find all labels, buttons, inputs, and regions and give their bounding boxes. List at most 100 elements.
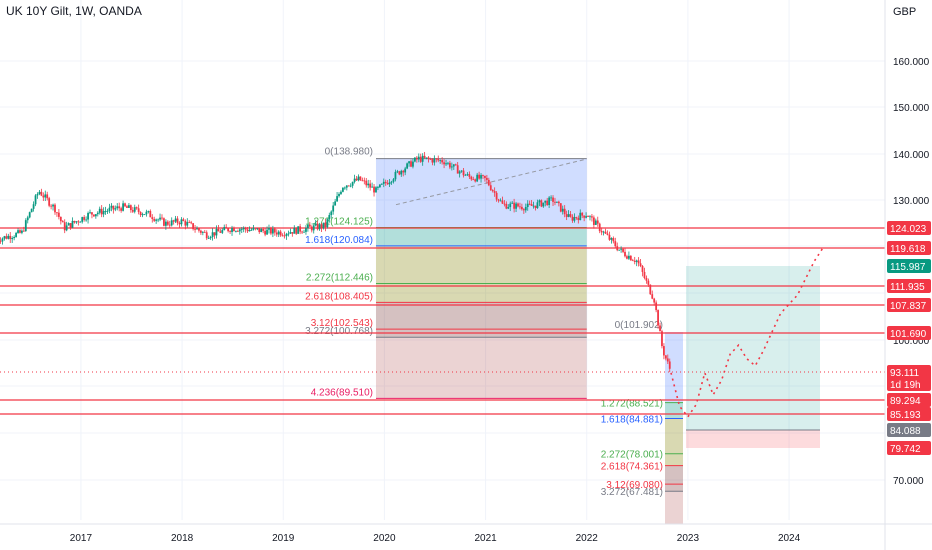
candle-body <box>365 180 368 186</box>
candle-body <box>161 217 163 219</box>
y-tick-label: 160.000 <box>893 57 930 68</box>
candle-body <box>178 222 181 225</box>
candle-body <box>622 248 624 252</box>
candle-body <box>92 214 95 217</box>
price-label-text: 93.111 <box>890 368 920 379</box>
candle-body <box>382 181 385 184</box>
candle-body <box>262 229 265 231</box>
candle-body <box>207 238 210 239</box>
candle-body <box>21 230 23 233</box>
candle-body <box>645 277 648 281</box>
candle-body <box>641 265 644 272</box>
candle-body <box>100 208 103 215</box>
candle-body <box>157 219 159 221</box>
candle-body <box>478 174 480 179</box>
candle-body <box>63 222 66 231</box>
price-label-text: 84.088 <box>890 426 921 437</box>
long-position-tool[interactable] <box>686 266 820 448</box>
candle-body <box>65 225 68 231</box>
candle-body <box>445 163 447 165</box>
candle-body <box>104 210 107 212</box>
x-tick-label: 2023 <box>677 533 700 544</box>
candle-body <box>540 200 543 207</box>
candle-body <box>503 203 506 205</box>
candle-body <box>661 331 663 347</box>
candle-body <box>50 205 53 207</box>
candle-body <box>594 220 597 225</box>
candle-body <box>408 161 410 164</box>
candle-body <box>618 249 621 251</box>
candle-body <box>532 205 535 207</box>
candle-body <box>429 158 432 160</box>
candle-body <box>505 203 508 209</box>
candle-body <box>126 206 128 208</box>
candle-body <box>73 220 76 223</box>
candle-body <box>501 200 504 204</box>
candle-body <box>303 231 305 233</box>
symbol-title: UK 10Y Gilt, 1W, OANDA <box>6 4 142 18</box>
candle-body <box>651 294 654 299</box>
price-label-bg <box>887 241 931 255</box>
candle-body <box>583 215 586 218</box>
candle-body <box>419 156 422 162</box>
candle-body <box>91 212 93 215</box>
candle-body <box>563 208 566 215</box>
candle-body <box>180 219 183 225</box>
candle-body <box>176 218 179 223</box>
candle-body <box>75 221 78 223</box>
candle-body <box>129 205 132 211</box>
candle-body <box>398 171 401 175</box>
candle-body <box>565 214 568 217</box>
candle-body <box>538 200 541 203</box>
x-tick-label: 2020 <box>373 533 396 544</box>
candle-body <box>515 203 517 209</box>
candle-body <box>620 248 623 250</box>
candle-body <box>334 201 337 206</box>
price-label-text: 89.294 <box>890 396 921 407</box>
fib-extension-right: 0(101.902) 1.272(88.521) 1.618(84.881) 2.27… <box>601 320 683 524</box>
candle-body <box>198 228 200 231</box>
fib-extension-left: 0(138.980) 1.272(124.125) 1.618(120.084) 2.… <box>305 147 587 399</box>
candle-body <box>577 217 580 221</box>
candle-body <box>168 224 171 226</box>
candle-body <box>552 197 554 202</box>
candle-body <box>147 211 150 212</box>
horizontal-levels <box>0 227 885 415</box>
fib-right-level-label: 1.272(88.521) <box>601 399 663 410</box>
candle-body <box>423 155 426 158</box>
candle-body <box>378 184 381 188</box>
candle-body <box>355 178 358 181</box>
candle-body <box>400 170 403 175</box>
candle-body <box>83 217 86 220</box>
fib-level-label: 2.618(108.405) <box>305 291 373 302</box>
candle-body <box>340 191 342 194</box>
candle-body <box>324 222 327 228</box>
candle-body <box>149 211 152 218</box>
candle-body <box>137 208 140 212</box>
candle-body <box>380 183 383 185</box>
candle-body <box>293 227 296 234</box>
candle-body <box>87 212 89 220</box>
candle-body <box>384 181 387 184</box>
candle-body <box>151 217 154 220</box>
candle-body <box>297 226 300 234</box>
candle-body <box>509 203 512 208</box>
candle-body <box>61 221 64 223</box>
candle-body <box>629 255 632 261</box>
candle-body <box>472 179 475 181</box>
candle-body <box>559 203 562 212</box>
candle-body <box>203 231 206 233</box>
candle-body <box>511 202 514 204</box>
candle-body <box>390 181 393 183</box>
candle-body <box>38 191 41 195</box>
candle-body <box>199 230 202 233</box>
candle-body <box>40 191 43 196</box>
candle-body <box>343 187 346 189</box>
candle-body <box>320 224 323 229</box>
candle-body <box>616 246 619 251</box>
price-label-text: 79.742 <box>890 444 921 455</box>
candle-body <box>22 230 25 232</box>
candle-body <box>252 227 255 230</box>
x-tick-label: 2022 <box>576 533 599 544</box>
